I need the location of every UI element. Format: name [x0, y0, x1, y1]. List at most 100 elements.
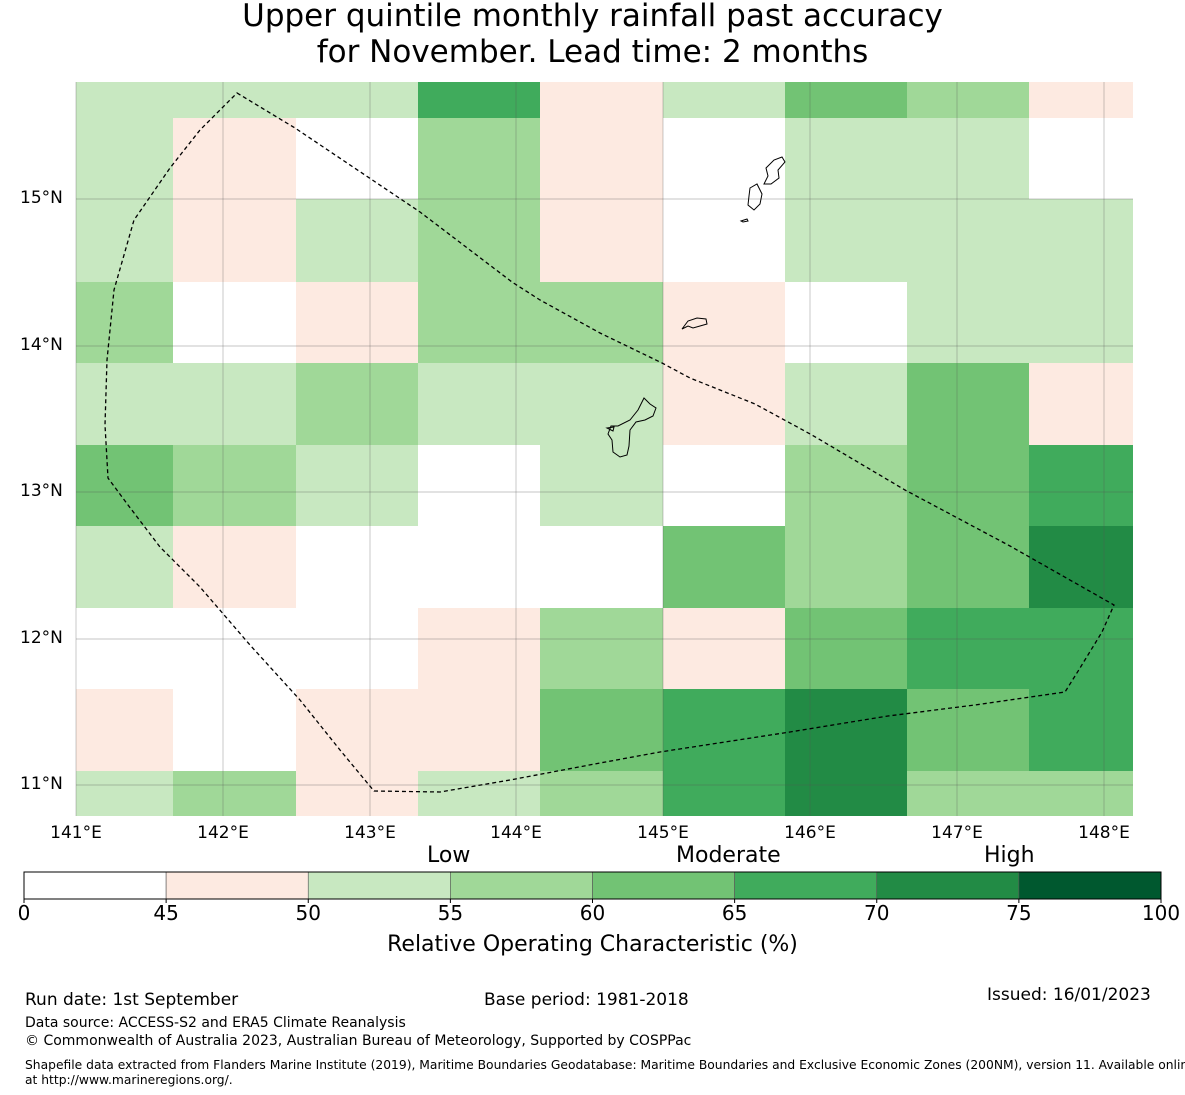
- grid-cell: [540, 689, 663, 771]
- grid-cell: [540, 363, 663, 445]
- grid-cell: [76, 689, 173, 771]
- grid-cell: [418, 199, 540, 282]
- colorbar-segment: [876, 871, 1020, 900]
- island-rota: [681, 317, 708, 330]
- colorbar: [23, 871, 1162, 903]
- grid-cell: [173, 118, 296, 199]
- longitude-label: 142°E: [197, 823, 249, 843]
- grid-cell: [785, 199, 907, 282]
- base-period: Base period: 1981-2018: [484, 990, 689, 1010]
- grid-cell: [907, 526, 1029, 608]
- colorbar-tick-label: 65: [721, 901, 748, 925]
- grid-cell: [76, 118, 173, 199]
- grid-cell: [76, 363, 173, 445]
- colorbar-segment: [23, 871, 167, 900]
- latitude-label: 15°N: [20, 188, 63, 208]
- grid-cell: [173, 82, 296, 118]
- colorbar-segment: [307, 871, 451, 900]
- grid-cell: [173, 689, 296, 771]
- grid-cell: [173, 608, 296, 689]
- islands: [605, 156, 786, 458]
- latitude-label: 12°N: [20, 628, 63, 648]
- grid-cell: [296, 282, 418, 363]
- longitude-label: 147°E: [931, 823, 983, 843]
- island-tinian: [747, 183, 763, 211]
- grid-cell: [1029, 282, 1133, 363]
- colorbar-segment: [592, 871, 735, 900]
- grid-cell: [76, 526, 173, 608]
- grid-cell: [907, 82, 1029, 118]
- grid-cell: [76, 82, 173, 118]
- colorbar-tick-label: 0: [17, 901, 31, 925]
- grid-cell: [907, 363, 1029, 445]
- issued-date: Issued: 16/01/2023: [987, 985, 1151, 1005]
- grid-cell: [418, 771, 540, 816]
- grid-cell: [296, 199, 418, 282]
- grid-cell: [540, 526, 663, 608]
- grid-cell: [1029, 199, 1133, 282]
- grid-cell: [296, 526, 418, 608]
- grid-cell: [540, 118, 663, 199]
- map-title: Upper quintile monthly rainfall past acc…: [0, 0, 1185, 70]
- colorbar-axis-title: Relative Operating Characteristic (%): [387, 932, 798, 957]
- grid-cell: [540, 82, 663, 118]
- title-line-1: Upper quintile monthly rainfall past acc…: [242, 0, 943, 34]
- grid-cell: [785, 608, 907, 689]
- grid-cell: [663, 689, 785, 771]
- latitude-label: 13°N: [20, 481, 63, 501]
- island-guam: [607, 397, 657, 458]
- grid-cell: [296, 82, 418, 118]
- grid-cell: [785, 363, 907, 445]
- grid-cell: [76, 282, 173, 363]
- longitude-label: 148°E: [1078, 823, 1130, 843]
- latitude-label: 11°N: [20, 774, 63, 794]
- grid-cell: [785, 526, 907, 608]
- grid-cell: [1029, 445, 1133, 526]
- grid-cell: [907, 199, 1029, 282]
- grid-cell: [1029, 118, 1133, 199]
- grid-cell: [173, 526, 296, 608]
- grid-cell: [296, 118, 418, 199]
- grid-cell: [76, 445, 173, 526]
- colorbar-tick-label: 45: [153, 901, 179, 925]
- grid-cell: [418, 363, 540, 445]
- grid-cell: [663, 771, 785, 816]
- grid-cell: [663, 526, 785, 608]
- latitude-label: 14°N: [20, 335, 63, 355]
- grid-cell: [907, 118, 1029, 199]
- grid-cell: [663, 82, 785, 118]
- grid-cell: [785, 771, 907, 816]
- island-aguijan: [739, 218, 749, 223]
- grid-cell: [418, 445, 540, 526]
- grid-cell: [1029, 771, 1133, 816]
- category-high: High: [984, 843, 1035, 868]
- colorbar-tick-label: 55: [437, 901, 464, 925]
- grid-cell: [907, 282, 1029, 363]
- grid-cell: [663, 445, 785, 526]
- grid-cell: [296, 363, 418, 445]
- longitude-label: 145°E: [637, 823, 689, 843]
- grid-cell: [785, 82, 907, 118]
- longitude-label: 146°E: [784, 823, 836, 843]
- grid-cell: [785, 445, 907, 526]
- grid-cell: [540, 771, 663, 816]
- grid-cell: [785, 282, 907, 363]
- colorbar-tick-label: 100: [1141, 901, 1181, 925]
- grid-cell: [418, 608, 540, 689]
- grid-cell: [540, 282, 663, 363]
- grid-cell: [907, 689, 1029, 771]
- grid-cell: [173, 282, 296, 363]
- grid-cell: [173, 445, 296, 526]
- category-moderate: Moderate: [676, 843, 781, 868]
- graticule: [75, 82, 1133, 816]
- grid-cell: [663, 118, 785, 199]
- grid-cell: [418, 82, 540, 118]
- title-line-2: for November. Lead time: 2 months: [316, 34, 869, 70]
- grid-cell: [540, 199, 663, 282]
- grid-cell: [173, 199, 296, 282]
- colorbar-segment: [450, 871, 593, 900]
- colorbar-tick-label: 60: [579, 901, 606, 925]
- grid-cell: [663, 363, 785, 445]
- grid-cell: [1029, 526, 1133, 608]
